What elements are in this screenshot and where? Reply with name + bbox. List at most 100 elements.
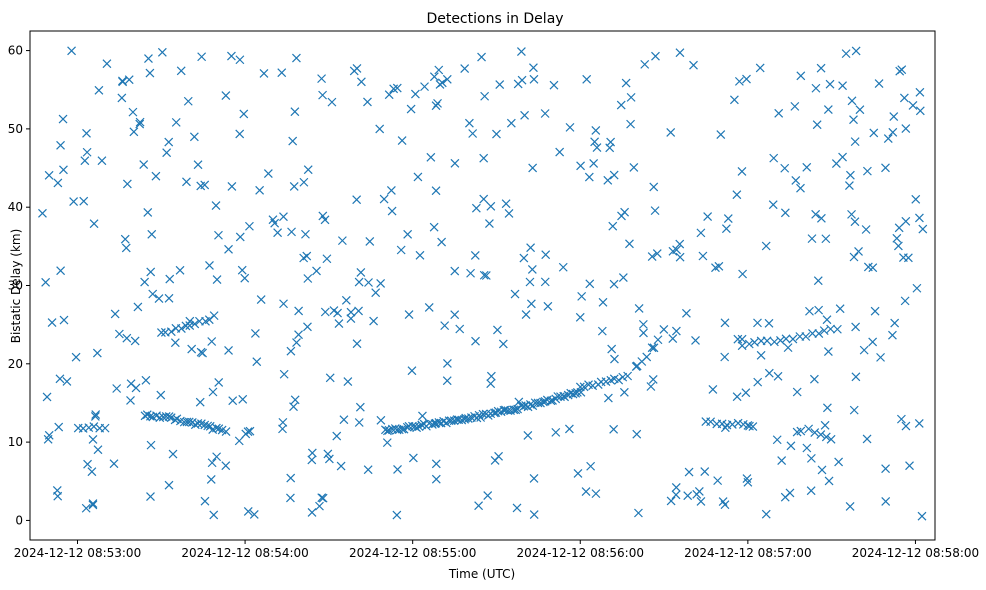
data-point <box>435 79 445 89</box>
data-point <box>286 473 296 483</box>
data-point <box>286 493 295 503</box>
data-point <box>133 302 143 312</box>
data-point <box>382 438 392 448</box>
data-point <box>632 361 642 371</box>
data-point <box>58 114 68 124</box>
data-point <box>824 476 834 486</box>
data-point <box>899 93 909 103</box>
data-point <box>513 79 523 89</box>
data-point <box>821 432 831 442</box>
data-point <box>346 314 356 324</box>
data-point <box>431 474 441 484</box>
data-point <box>56 266 66 276</box>
data-point <box>543 301 553 311</box>
data-point <box>464 118 474 128</box>
data-point <box>206 475 216 484</box>
data-point <box>720 423 730 433</box>
data-point <box>732 392 742 402</box>
data-point <box>307 507 317 517</box>
data-point <box>83 459 92 469</box>
data-point <box>392 83 402 93</box>
data-point <box>286 346 296 356</box>
data-point <box>756 350 766 360</box>
data-point <box>838 152 847 162</box>
data-point <box>551 427 561 437</box>
data-point <box>684 467 694 477</box>
data-point <box>597 326 607 336</box>
x-tick-label: 2024-12-12 08:53:00 <box>14 546 141 560</box>
data-point <box>501 199 511 209</box>
data-point <box>556 392 565 402</box>
data-point <box>121 243 131 253</box>
data-point <box>255 185 265 195</box>
data-point <box>371 288 381 298</box>
data-point <box>651 51 660 61</box>
data-point <box>234 436 244 446</box>
data-point <box>691 335 700 345</box>
data-point <box>318 493 328 503</box>
data-point <box>591 126 601 135</box>
data-point <box>671 490 681 500</box>
data-point <box>603 393 613 403</box>
data-point <box>145 68 155 78</box>
data-point <box>221 461 231 471</box>
data-point <box>307 455 317 465</box>
data-point <box>318 90 328 100</box>
data-point <box>649 182 659 192</box>
data-point <box>315 501 324 511</box>
data-point <box>621 78 631 88</box>
data-point <box>468 129 478 138</box>
data-point <box>817 465 827 475</box>
data-point <box>776 336 785 345</box>
data-point <box>135 117 145 127</box>
data-point <box>495 80 505 90</box>
data-point <box>141 375 151 385</box>
data-point <box>392 510 402 520</box>
data-point <box>675 48 685 58</box>
data-point <box>576 161 586 171</box>
data-point <box>94 85 104 95</box>
data-point <box>755 63 765 73</box>
data-point <box>825 79 835 89</box>
data-point <box>854 247 863 256</box>
data-point <box>478 409 488 419</box>
data-point <box>796 71 806 81</box>
data-point <box>211 201 221 211</box>
data-point <box>91 410 101 419</box>
data-point <box>418 411 427 421</box>
data-point <box>327 97 337 107</box>
data-point <box>816 430 826 440</box>
data-point <box>322 254 332 264</box>
data-point <box>79 196 89 206</box>
data-point <box>187 344 197 354</box>
data-point <box>493 325 502 335</box>
data-point <box>424 302 434 312</box>
data-point <box>483 491 493 500</box>
data-point <box>850 217 860 227</box>
data-point <box>198 348 207 358</box>
data-point <box>810 428 820 437</box>
data-point <box>369 316 379 326</box>
data-point <box>442 358 452 368</box>
data-point <box>166 413 176 423</box>
y-tick-label: 40 <box>8 200 23 214</box>
data-point <box>227 181 237 191</box>
data-point <box>716 130 726 140</box>
data-point <box>190 319 200 329</box>
data-point <box>238 394 248 404</box>
data-point <box>243 506 253 516</box>
data-point <box>708 384 718 394</box>
data-point <box>404 310 414 319</box>
data-point <box>737 334 747 344</box>
data-point <box>905 461 914 471</box>
data-point <box>393 465 402 474</box>
data-point <box>59 315 69 325</box>
data-point <box>737 341 747 351</box>
y-axis-label: Bistatic Delay (km) <box>9 229 23 344</box>
data-point <box>591 489 601 499</box>
data-point <box>171 117 181 127</box>
data-point <box>780 492 790 502</box>
data-point <box>341 295 351 305</box>
data-point <box>474 501 484 511</box>
data-point <box>203 421 213 431</box>
